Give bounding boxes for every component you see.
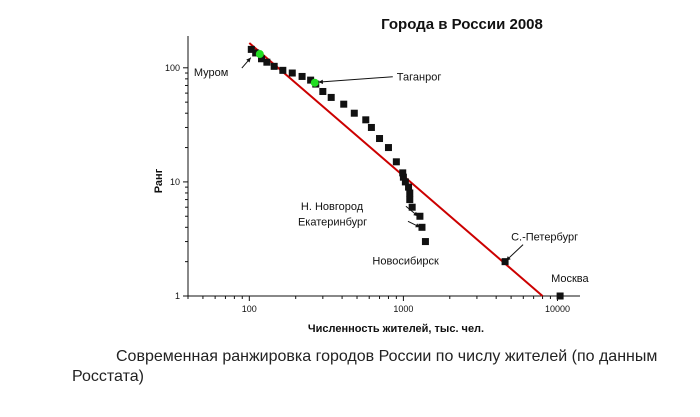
annotation-arrowhead [246,57,251,63]
annotation-label: Таганрог [397,72,442,84]
annotations: Муром Таганрог Н. Новгород Екатеринбург Ново… [194,57,590,285]
data-point [376,135,384,143]
annotation-label: Москва [551,273,589,285]
data-point [263,58,271,66]
data-point [406,196,414,204]
figure-caption: Современная ранжировка городов России по… [72,348,658,385]
data-point [405,183,413,191]
data-point [392,158,400,166]
data-point [406,189,414,197]
data-point [288,69,296,77]
x-tick-label: 1000 [393,304,413,314]
zipf-chart: Города в России 2008 100 1000 10000 1 10100 … [153,16,590,335]
data-point [401,178,409,186]
data-point [399,173,407,181]
data-point [307,76,315,84]
chart-axes: 100 1000 10000 1 10 100 [165,36,580,314]
y-tick-label: 10 [170,177,180,187]
annotation-label: Екатеринбург [298,216,367,228]
data-point [367,123,375,131]
data-point [258,55,266,63]
data-point [270,62,278,70]
y-axis-label: Ранг [153,168,165,193]
data-point [501,258,509,266]
data-point [298,72,306,80]
data-point [416,212,424,220]
annotation-arrow [318,76,393,83]
chart-title: Города в России 2008 [381,16,543,33]
annotation-label: С.-Петербург [511,232,578,244]
data-point [362,116,370,124]
highlight-point [310,78,319,87]
y-tick-label: 1 [175,291,180,301]
x-axis-label: Численность жителей, тыс. чел. [308,323,484,335]
annotation-label: Новосибирск [372,256,439,268]
data-point [327,93,335,101]
annotation-arrowhead [413,211,419,217]
data-point [350,109,358,117]
highlight-point [255,50,264,59]
annotation-arrowhead [505,256,511,261]
data-point [252,49,260,57]
data-point [408,203,416,211]
fit-line-group [248,42,544,297]
annotation-arrowhead [415,223,421,228]
data-point [340,100,348,108]
data-point [247,45,255,53]
data-point [556,292,564,300]
y-tick-label: 100 [165,63,180,73]
data-points [247,45,564,300]
data-point [399,169,407,177]
data-point [279,66,287,74]
data-point [418,223,426,231]
x-tick-label: 100 [242,304,257,314]
annotation-arrowhead [318,79,324,84]
fit-line [248,42,544,297]
data-point [384,144,392,152]
data-point [421,238,429,246]
data-point [319,87,327,95]
annotation-label: Муром [194,67,228,79]
annotation-label: Н. Новгород [301,201,364,213]
x-tick-label: 10000 [545,304,570,314]
